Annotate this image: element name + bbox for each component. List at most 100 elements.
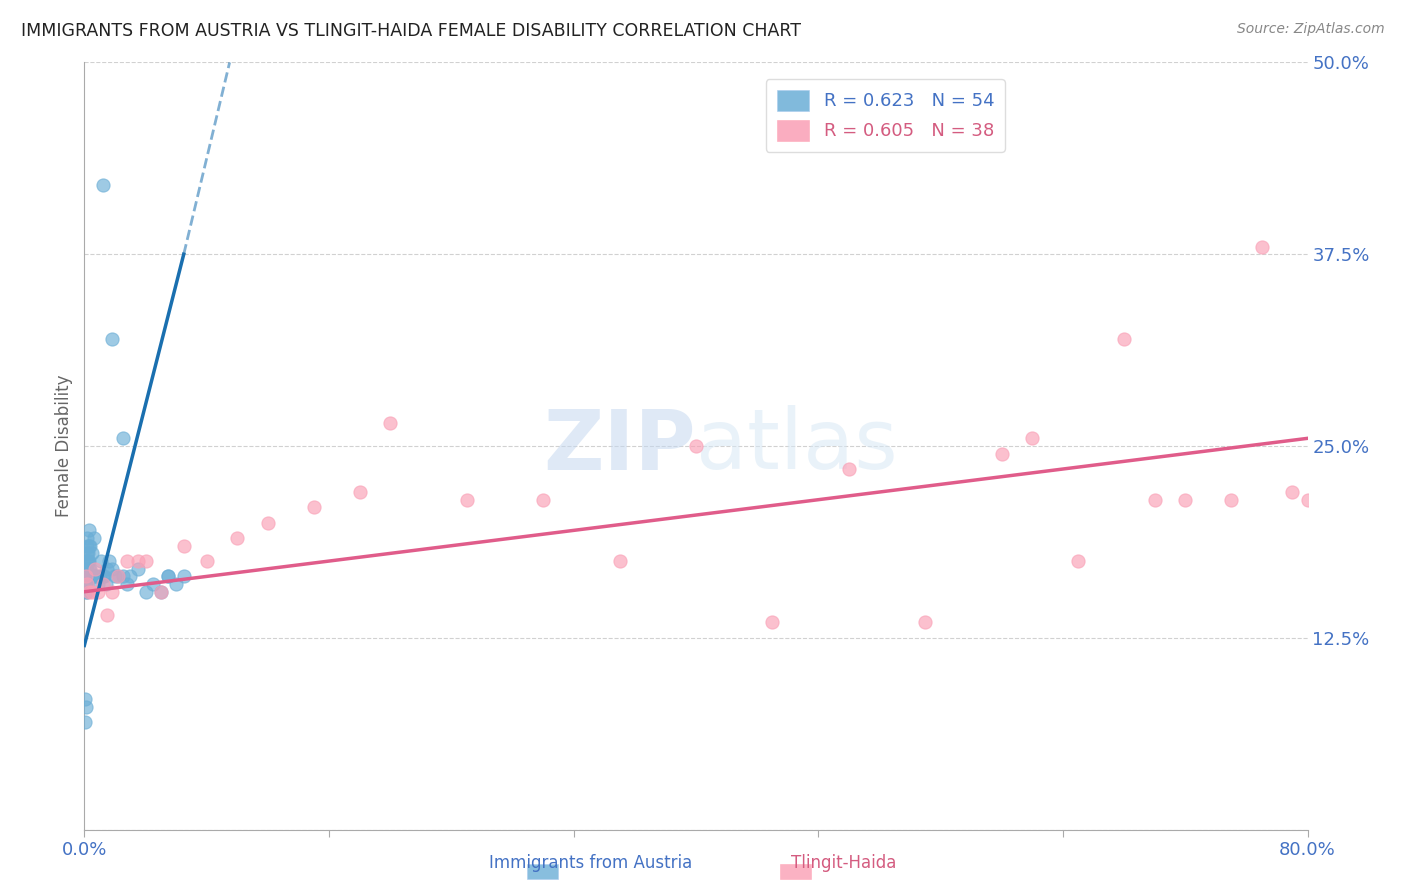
- Point: [761, 615, 783, 630]
- Point: [1143, 492, 1166, 507]
- Point: [76, 554, 98, 568]
- Point: [195, 554, 218, 568]
- Point: [456, 492, 478, 507]
- Point: [157, 569, 180, 583]
- Point: [609, 554, 631, 568]
- Point: [80, 546, 103, 560]
- Point: [76, 546, 98, 560]
- Point: [97, 554, 120, 568]
- Point: [1174, 492, 1197, 507]
- Point: [76, 562, 98, 576]
- Point: [120, 569, 142, 583]
- Point: [75, 569, 97, 583]
- Point: [1281, 485, 1303, 500]
- Point: [96, 607, 118, 622]
- Y-axis label: Female Disability: Female Disability: [55, 375, 73, 517]
- Point: [93, 569, 115, 583]
- Legend: R = 0.623   N = 54, R = 0.605   N = 38: R = 0.623 N = 54, R = 0.605 N = 38: [766, 79, 1005, 152]
- Point: [94, 577, 117, 591]
- Point: [77, 562, 100, 576]
- Point: [77, 539, 100, 553]
- Point: [104, 569, 127, 583]
- Point: [77, 554, 100, 568]
- Text: Source: ZipAtlas.com: Source: ZipAtlas.com: [1237, 22, 1385, 37]
- Text: ZIP: ZIP: [544, 406, 696, 486]
- Point: [76, 539, 98, 553]
- Point: [75, 692, 97, 706]
- Point: [76, 577, 98, 591]
- Point: [115, 554, 138, 568]
- Point: [1067, 554, 1090, 568]
- Point: [914, 615, 936, 630]
- Point: [135, 554, 157, 568]
- Point: [79, 569, 101, 583]
- Point: [111, 569, 134, 583]
- Point: [1021, 431, 1043, 445]
- Point: [76, 546, 98, 560]
- Point: [91, 569, 114, 583]
- Point: [135, 584, 157, 599]
- Point: [80, 584, 103, 599]
- Point: [77, 554, 100, 568]
- Point: [75, 569, 97, 583]
- Point: [84, 569, 107, 583]
- Point: [173, 569, 195, 583]
- Point: [115, 577, 138, 591]
- Point: [86, 569, 108, 583]
- Point: [75, 569, 97, 583]
- Text: Tlingit-Haida: Tlingit-Haida: [792, 855, 896, 872]
- Point: [83, 531, 105, 545]
- Point: [1296, 492, 1319, 507]
- Point: [838, 462, 860, 476]
- Point: [349, 485, 371, 500]
- Point: [257, 516, 280, 530]
- Point: [165, 577, 187, 591]
- Point: [1220, 492, 1243, 507]
- Point: [149, 584, 172, 599]
- Point: [149, 584, 172, 599]
- Point: [75, 699, 97, 714]
- Point: [75, 577, 97, 591]
- Point: [111, 431, 134, 445]
- Point: [90, 554, 112, 568]
- Point: [80, 569, 103, 583]
- Point: [75, 562, 97, 576]
- Text: Immigrants from Austria: Immigrants from Austria: [489, 855, 692, 872]
- Point: [1250, 239, 1272, 253]
- Text: IMMIGRANTS FROM AUSTRIA VS TLINGIT-HAIDA FEMALE DISABILITY CORRELATION CHART: IMMIGRANTS FROM AUSTRIA VS TLINGIT-HAIDA…: [21, 22, 801, 40]
- Point: [87, 584, 110, 599]
- Point: [127, 554, 149, 568]
- Point: [79, 539, 101, 553]
- Point: [76, 531, 98, 545]
- Point: [79, 562, 101, 576]
- Point: [77, 584, 100, 599]
- Point: [89, 569, 111, 583]
- Point: [173, 539, 195, 553]
- Point: [91, 178, 114, 193]
- Point: [76, 554, 98, 568]
- Point: [77, 524, 100, 538]
- Point: [107, 569, 129, 583]
- Point: [75, 584, 97, 599]
- Point: [84, 562, 107, 576]
- Point: [91, 577, 114, 591]
- Point: [991, 447, 1014, 461]
- Point: [75, 577, 97, 591]
- Point: [96, 562, 118, 576]
- Point: [87, 577, 110, 591]
- Point: [157, 569, 180, 583]
- Point: [380, 416, 402, 430]
- Point: [107, 569, 129, 583]
- Point: [142, 577, 165, 591]
- Point: [1114, 332, 1136, 346]
- Point: [75, 715, 97, 730]
- Point: [302, 500, 325, 515]
- Point: [226, 531, 249, 545]
- Point: [531, 492, 554, 507]
- Point: [685, 439, 707, 453]
- Point: [83, 569, 105, 583]
- Point: [101, 584, 124, 599]
- Point: [101, 332, 124, 346]
- Text: atlas: atlas: [696, 406, 897, 486]
- Point: [76, 584, 98, 599]
